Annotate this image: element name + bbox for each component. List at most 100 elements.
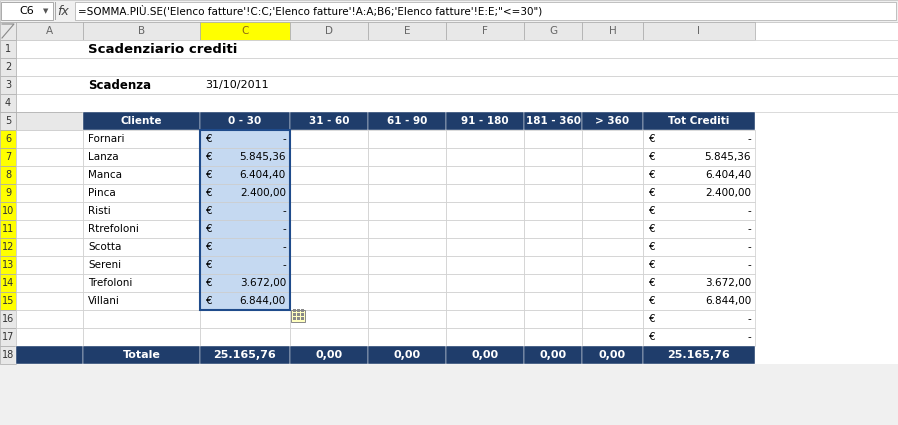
Bar <box>643 148 755 166</box>
Bar <box>643 184 755 202</box>
Bar <box>0 58 16 76</box>
Bar <box>83 220 200 238</box>
Text: 181 - 360: 181 - 360 <box>525 116 580 126</box>
Bar <box>301 309 304 312</box>
Bar <box>0 94 16 112</box>
Bar <box>643 328 755 346</box>
Text: €: € <box>206 170 213 180</box>
Bar <box>290 238 368 256</box>
Bar <box>290 310 368 328</box>
Text: 2.400,00: 2.400,00 <box>705 188 751 198</box>
Text: 0,00: 0,00 <box>393 350 420 360</box>
Bar <box>582 292 643 310</box>
Bar <box>290 22 368 40</box>
Text: -: - <box>747 260 751 270</box>
Text: €: € <box>649 260 656 270</box>
Bar <box>290 274 368 292</box>
Text: Pinca: Pinca <box>88 188 116 198</box>
Bar <box>582 22 643 40</box>
Bar <box>83 112 200 130</box>
Text: C: C <box>242 26 249 36</box>
Bar <box>290 292 368 310</box>
Bar <box>582 328 643 346</box>
Bar <box>16 112 83 130</box>
Bar <box>293 313 296 316</box>
Text: Trefoloni: Trefoloni <box>88 278 132 288</box>
Text: €: € <box>206 224 213 234</box>
Text: 0 - 30: 0 - 30 <box>228 116 261 126</box>
Text: Scadenziario crediti: Scadenziario crediti <box>88 42 237 56</box>
Bar <box>83 238 200 256</box>
Text: 15: 15 <box>2 296 14 306</box>
Bar <box>200 256 290 274</box>
Text: 3.672,00: 3.672,00 <box>240 278 286 288</box>
Bar <box>643 292 755 310</box>
Text: D: D <box>325 26 333 36</box>
Bar <box>524 112 582 130</box>
Text: €: € <box>649 224 656 234</box>
Bar <box>0 40 898 58</box>
Bar <box>643 166 755 184</box>
Bar <box>582 166 643 184</box>
Bar <box>290 166 368 184</box>
Bar <box>0 58 898 76</box>
Bar <box>200 202 290 220</box>
Bar <box>200 22 290 40</box>
Bar <box>200 166 290 184</box>
Text: G: G <box>549 26 557 36</box>
Bar <box>0 364 898 425</box>
Text: 17: 17 <box>2 332 14 342</box>
Text: 8: 8 <box>4 170 11 180</box>
Bar <box>524 184 582 202</box>
Bar <box>524 202 582 220</box>
Bar <box>200 184 290 202</box>
Bar <box>446 292 524 310</box>
Bar <box>200 328 290 346</box>
Bar <box>446 112 524 130</box>
Text: 9: 9 <box>4 188 11 198</box>
Text: €: € <box>649 314 656 324</box>
Text: 6.844,00: 6.844,00 <box>240 296 286 306</box>
Bar <box>446 202 524 220</box>
Text: €: € <box>649 134 656 144</box>
Bar <box>582 346 643 364</box>
Text: -: - <box>282 134 286 144</box>
Bar <box>0 76 16 94</box>
Text: €: € <box>206 152 213 162</box>
Text: 6: 6 <box>4 134 11 144</box>
Bar <box>368 130 446 148</box>
Text: -: - <box>282 260 286 270</box>
Bar <box>446 166 524 184</box>
Text: 5.845,36: 5.845,36 <box>705 152 751 162</box>
Bar <box>83 130 200 148</box>
Text: A: A <box>46 26 53 36</box>
Bar <box>83 328 200 346</box>
Text: €: € <box>649 170 656 180</box>
Bar <box>643 202 755 220</box>
Bar <box>643 112 755 130</box>
Bar <box>290 148 368 166</box>
Bar <box>0 130 16 148</box>
Bar <box>582 256 643 274</box>
Bar <box>368 238 446 256</box>
Text: 3: 3 <box>4 80 11 90</box>
Text: Totale: Totale <box>122 350 161 360</box>
Bar <box>446 184 524 202</box>
Bar <box>368 166 446 184</box>
Bar <box>643 220 755 238</box>
Bar <box>368 310 446 328</box>
Bar <box>524 310 582 328</box>
Bar <box>524 130 582 148</box>
Bar <box>290 184 368 202</box>
Text: 0,00: 0,00 <box>315 350 342 360</box>
Bar <box>16 256 83 274</box>
Text: =SOMMA.PIÙ.SE('Elenco fatture'!C:C;'Elenco fatture'!A:A;B6;'Elenco fatture'!E:E;: =SOMMA.PIÙ.SE('Elenco fatture'!C:C;'Elen… <box>78 5 542 17</box>
Bar <box>524 274 582 292</box>
Bar <box>446 148 524 166</box>
Bar <box>200 346 290 364</box>
Bar <box>200 130 290 148</box>
Bar <box>16 328 83 346</box>
Text: €: € <box>649 206 656 216</box>
Bar <box>0 256 16 274</box>
Text: 6.404,40: 6.404,40 <box>705 170 751 180</box>
